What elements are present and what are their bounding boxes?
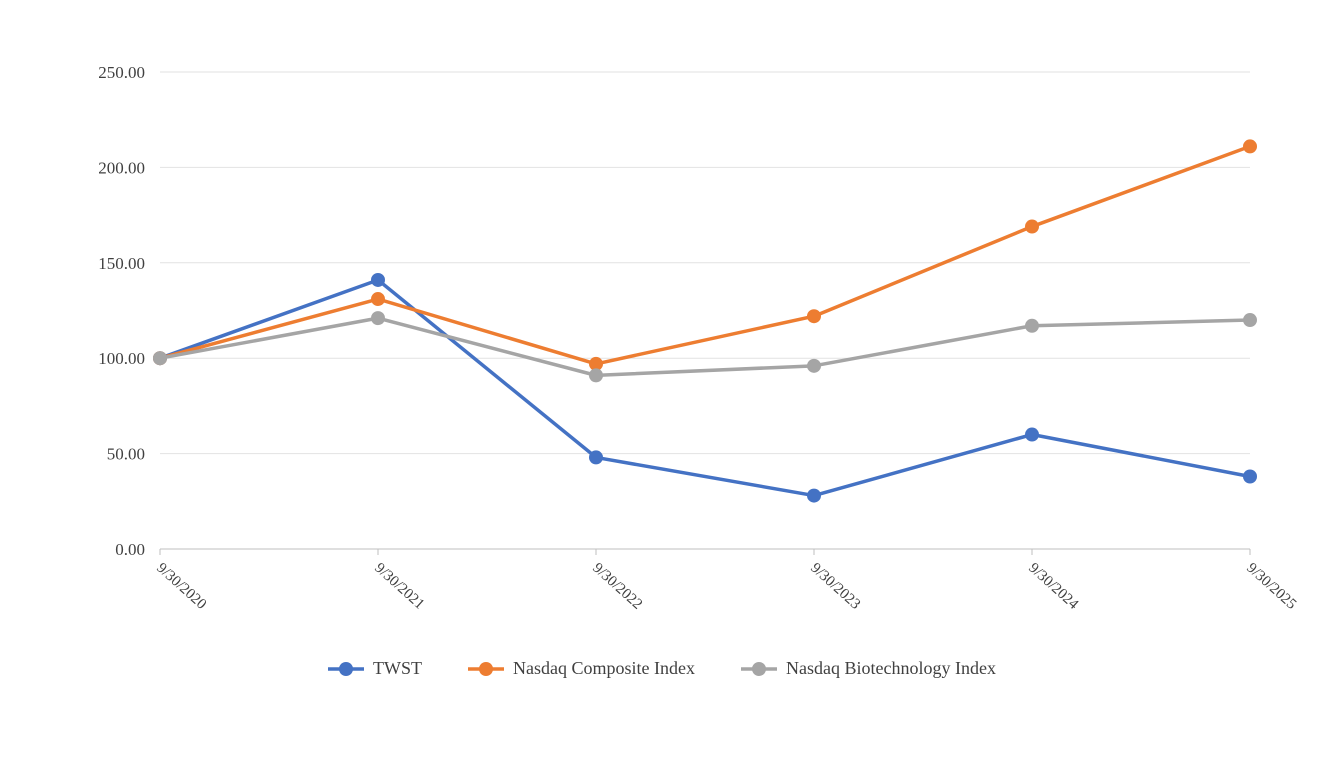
legend-item-twst: TWST xyxy=(328,658,422,679)
data-point-nasdaq-biotechnology-index xyxy=(153,351,167,366)
x-tick-label: 9/30/2024 xyxy=(1025,560,1081,613)
data-point-nasdaq-biotechnology-index xyxy=(1025,318,1039,333)
data-point-twst xyxy=(807,488,821,503)
data-point-twst xyxy=(371,272,385,287)
x-tick-label: 9/30/2021 xyxy=(371,560,427,613)
series-line-nasdaq-composite-index xyxy=(158,144,1252,366)
data-point-nasdaq-composite-index xyxy=(1025,219,1039,234)
y-tick-label: 0.00 xyxy=(115,540,145,559)
data-point-twst xyxy=(589,450,603,465)
legend-label: TWST xyxy=(373,658,423,678)
series-line-nasdaq-biotechnology-index xyxy=(158,316,1252,378)
data-point-twst xyxy=(1025,427,1039,442)
chart-svg: 0.00 50.00 100.00 150.00 200.00 250.00 9/30/20… xyxy=(98,63,1299,613)
y-tick-label: 250.00 xyxy=(98,63,145,82)
legend-marker-icon xyxy=(328,661,365,676)
data-point-nasdaq-composite-index xyxy=(371,292,385,307)
legend-marker-icon xyxy=(741,661,777,676)
data-point-twst xyxy=(1243,469,1257,484)
x-tick-label: 9/30/2023 xyxy=(807,560,863,613)
legend-label: Nasdaq Composite Index xyxy=(513,658,695,678)
y-tick-label: 150.00 xyxy=(98,254,145,273)
y-tick-label: 200.00 xyxy=(98,158,145,177)
data-point-nasdaq-biotechnology-index xyxy=(589,368,603,383)
chart-legend: TWST Nasdaq Composite Index Nasdaq Biotech… xyxy=(0,658,1324,679)
y-tick-label: 100.00 xyxy=(98,349,145,368)
legend-label: Nasdaq Biotechnology Index xyxy=(786,658,996,678)
series-line-twst xyxy=(158,278,1252,498)
data-point-nasdaq-biotechnology-index xyxy=(807,358,821,373)
data-point-nasdaq-composite-index xyxy=(589,356,603,371)
legend-item-nasdaq-composite-index: Nasdaq Composite Index xyxy=(468,658,695,679)
legend-marker-icon xyxy=(468,661,505,676)
legend-item-nasdaq-biotechnology-index: Nasdaq Biotechnology Index xyxy=(741,658,996,679)
data-point-nasdaq-biotechnology-index xyxy=(1243,313,1257,328)
x-tick-label: 9/30/2022 xyxy=(589,560,645,613)
data-point-nasdaq-composite-index xyxy=(807,309,821,324)
y-tick-label: 50.00 xyxy=(107,445,145,464)
x-tick-label: 9/30/2025 xyxy=(1243,560,1299,613)
data-point-nasdaq-biotechnology-index xyxy=(371,311,385,326)
data-point-nasdaq-composite-index xyxy=(1243,139,1257,154)
x-tick-label: 9/30/2020 xyxy=(153,560,209,613)
